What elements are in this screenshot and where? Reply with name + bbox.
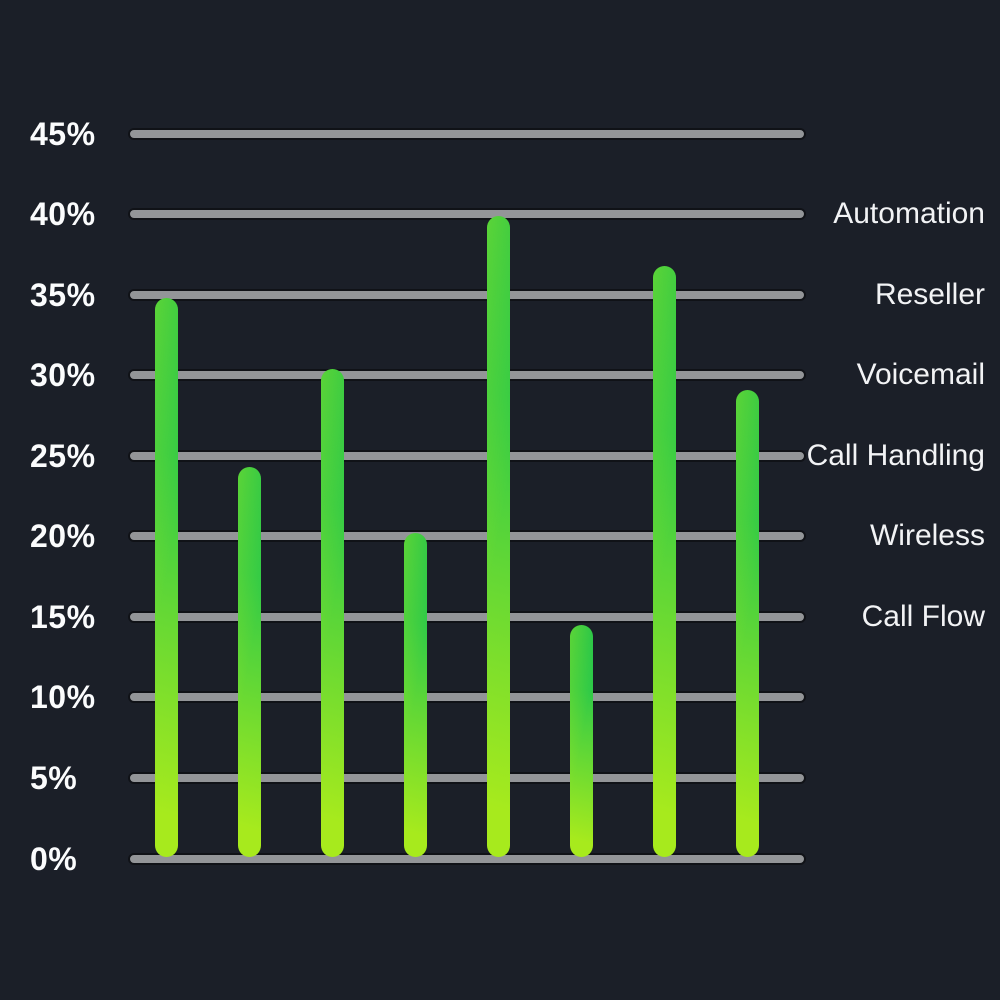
gridline-20%	[128, 530, 806, 543]
gridline-5%	[128, 771, 806, 784]
bar-4	[404, 533, 427, 857]
legend-label-call-flow: Call Flow	[861, 599, 985, 633]
gridline-35%	[128, 288, 806, 301]
bar-1	[155, 297, 178, 857]
legend-label-call-handling: Call Handling	[806, 438, 985, 472]
gridline-30%	[128, 369, 806, 382]
bar-5	[487, 215, 510, 857]
gridline-45%	[128, 127, 806, 140]
gridline-25%	[128, 449, 806, 462]
bar-2	[238, 467, 261, 857]
gridline-10%	[128, 691, 806, 704]
legend-label-automation: Automation	[833, 197, 985, 231]
y-axis-tick-label: 25%	[30, 437, 96, 474]
y-axis-tick-label: 45%	[30, 115, 96, 152]
legend-label-reseller: Reseller	[874, 277, 985, 311]
y-axis-tick-label: 30%	[30, 357, 96, 394]
bar-6	[570, 624, 593, 857]
gridline-40%	[128, 208, 806, 221]
bar-8	[736, 389, 759, 857]
y-axis-tick-label: 5%	[30, 759, 78, 796]
y-axis-tick-label: 0%	[30, 840, 78, 877]
y-axis-tick-label: 15%	[30, 598, 96, 635]
bar-3	[321, 368, 344, 857]
y-axis-tick-label: 35%	[30, 276, 96, 313]
y-axis-tick-label: 40%	[30, 196, 96, 233]
legend-label-voicemail: Voicemail	[856, 358, 985, 392]
legend-label-wireless: Wireless	[869, 519, 985, 553]
gridline-0%	[128, 852, 806, 865]
y-axis-tick-label: 10%	[30, 679, 96, 716]
y-axis-tick-label: 20%	[30, 518, 96, 555]
bar-7	[653, 265, 676, 857]
gridline-15%	[128, 610, 806, 623]
